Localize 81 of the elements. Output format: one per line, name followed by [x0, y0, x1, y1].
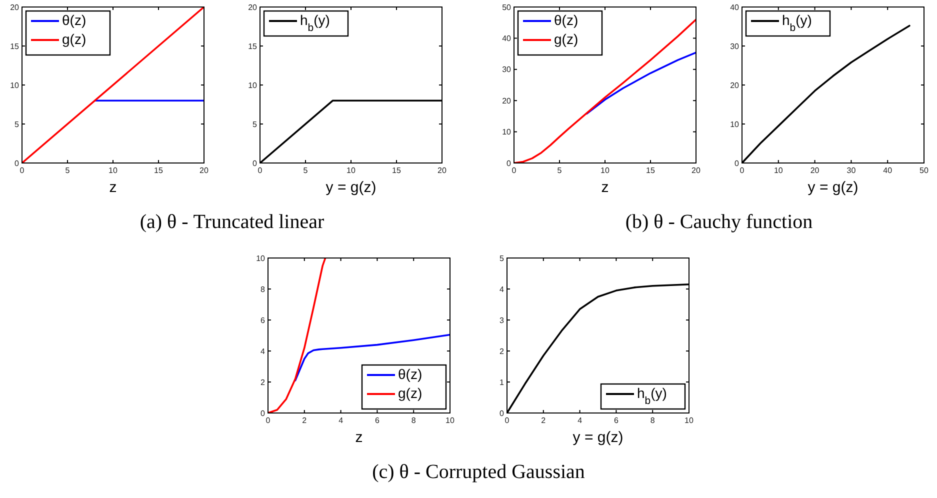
x-tick-label: 2: [541, 416, 546, 425]
x-tick-label: 20: [692, 166, 701, 175]
x-tick-label: 30: [846, 166, 856, 175]
x-axis-title: y = g(z): [326, 179, 376, 196]
x-tick-label: 50: [920, 166, 929, 175]
y-tick-label: 20: [248, 2, 258, 12]
y-tick-label: 2: [500, 346, 505, 356]
legend-label: g(z): [62, 31, 86, 47]
x-tick-label: 8: [650, 416, 656, 425]
y-tick-label: 0: [252, 158, 258, 168]
y-tick-label: 20: [10, 2, 20, 12]
y-tick-label: 6: [260, 316, 266, 325]
line-series: [586, 52, 696, 115]
x-tick-label: 4: [578, 416, 583, 425]
y-tick-label: 15: [248, 42, 258, 51]
x-tick-label: 5: [65, 166, 70, 175]
y-tick-label: 5: [252, 120, 258, 129]
x-tick-label: 10: [108, 166, 118, 175]
x-tick-label: 8: [411, 416, 416, 425]
x-tick-label: 15: [154, 166, 164, 175]
y-tick-label: 15: [10, 42, 20, 51]
x-tick-label: 2: [302, 416, 308, 425]
x-tick-label: 15: [646, 166, 656, 175]
y-tick-label: 0: [14, 158, 20, 168]
y-tick-label: 50: [502, 2, 512, 12]
y-tick-label: 10: [730, 120, 740, 129]
y-tick-label: 10: [502, 128, 512, 137]
legend-label: h$_{b}$(y): [782, 12, 812, 34]
y-tick-label: 3: [500, 316, 505, 325]
x-axis-title: z: [601, 179, 609, 196]
text: (b) θ - Cauchy function: [625, 211, 813, 233]
text: (c) θ - Corrupted Gaussian: [372, 461, 585, 483]
legend-label: θ(z): [554, 12, 578, 28]
x-tick-label: 20: [200, 166, 209, 175]
y-tick-label: 30: [730, 42, 740, 51]
y-tick-label: 5: [14, 120, 20, 129]
y-tick-label: 10: [248, 80, 258, 90]
y-tick-label: 30: [502, 65, 512, 74]
x-tick-label: 10: [774, 166, 784, 175]
line-series: [294, 334, 450, 382]
x-tick-label: 6: [614, 416, 619, 425]
text: (a) θ - Truncated linear: [140, 211, 324, 233]
y-tick-label: 40: [502, 34, 512, 43]
y-tick-label: 4: [500, 284, 505, 294]
x-tick-label: 10: [446, 416, 455, 425]
y-tick-label: 20: [730, 80, 740, 90]
line-series: [268, 258, 326, 413]
y-tick-label: 0: [500, 408, 505, 418]
x-tick-label: 10: [600, 166, 610, 175]
y-tick-label: 40: [730, 2, 740, 12]
x-axis-title: y = g(z): [808, 179, 858, 196]
legend-label: θ(z): [398, 366, 422, 382]
x-axis-title: z: [355, 429, 363, 446]
y-tick-label: 4: [260, 346, 266, 356]
x-tick-label: 5: [557, 166, 562, 175]
x-tick-label: 15: [392, 166, 402, 175]
x-tick-label: 20: [810, 166, 820, 175]
y-tick-label: 0: [734, 158, 740, 168]
x-axis-title: y = g(z): [572, 429, 624, 446]
x-tick-label: 20: [438, 166, 447, 175]
x-axis-title: z: [109, 179, 117, 196]
y-tick-label: 20: [502, 96, 512, 106]
legend-label: h$_{b}$(y): [300, 12, 330, 34]
x-tick-label: 6: [374, 416, 380, 425]
y-tick-label: 10: [10, 80, 20, 90]
x-tick-label: 4: [338, 416, 344, 425]
x-tick-label: 10: [346, 166, 356, 175]
legend-label: θ(z): [62, 12, 86, 28]
x-tick-label: 5: [303, 166, 308, 175]
y-tick-label: 0: [506, 158, 512, 168]
y-tick-label: 1: [500, 378, 505, 387]
y-tick-label: 2: [260, 378, 266, 387]
legend-label: g(z): [554, 31, 578, 47]
x-tick-label: 10: [684, 416, 694, 425]
y-tick-label: 5: [500, 254, 505, 263]
y-tick-label: 10: [256, 254, 266, 263]
x-tick-label: 40: [883, 166, 893, 175]
legend-label: h$_{b}$(y): [637, 385, 667, 407]
y-tick-label: 0: [260, 408, 266, 418]
y-tick-label: 8: [260, 284, 266, 294]
legend-label: g(z): [398, 385, 422, 401]
